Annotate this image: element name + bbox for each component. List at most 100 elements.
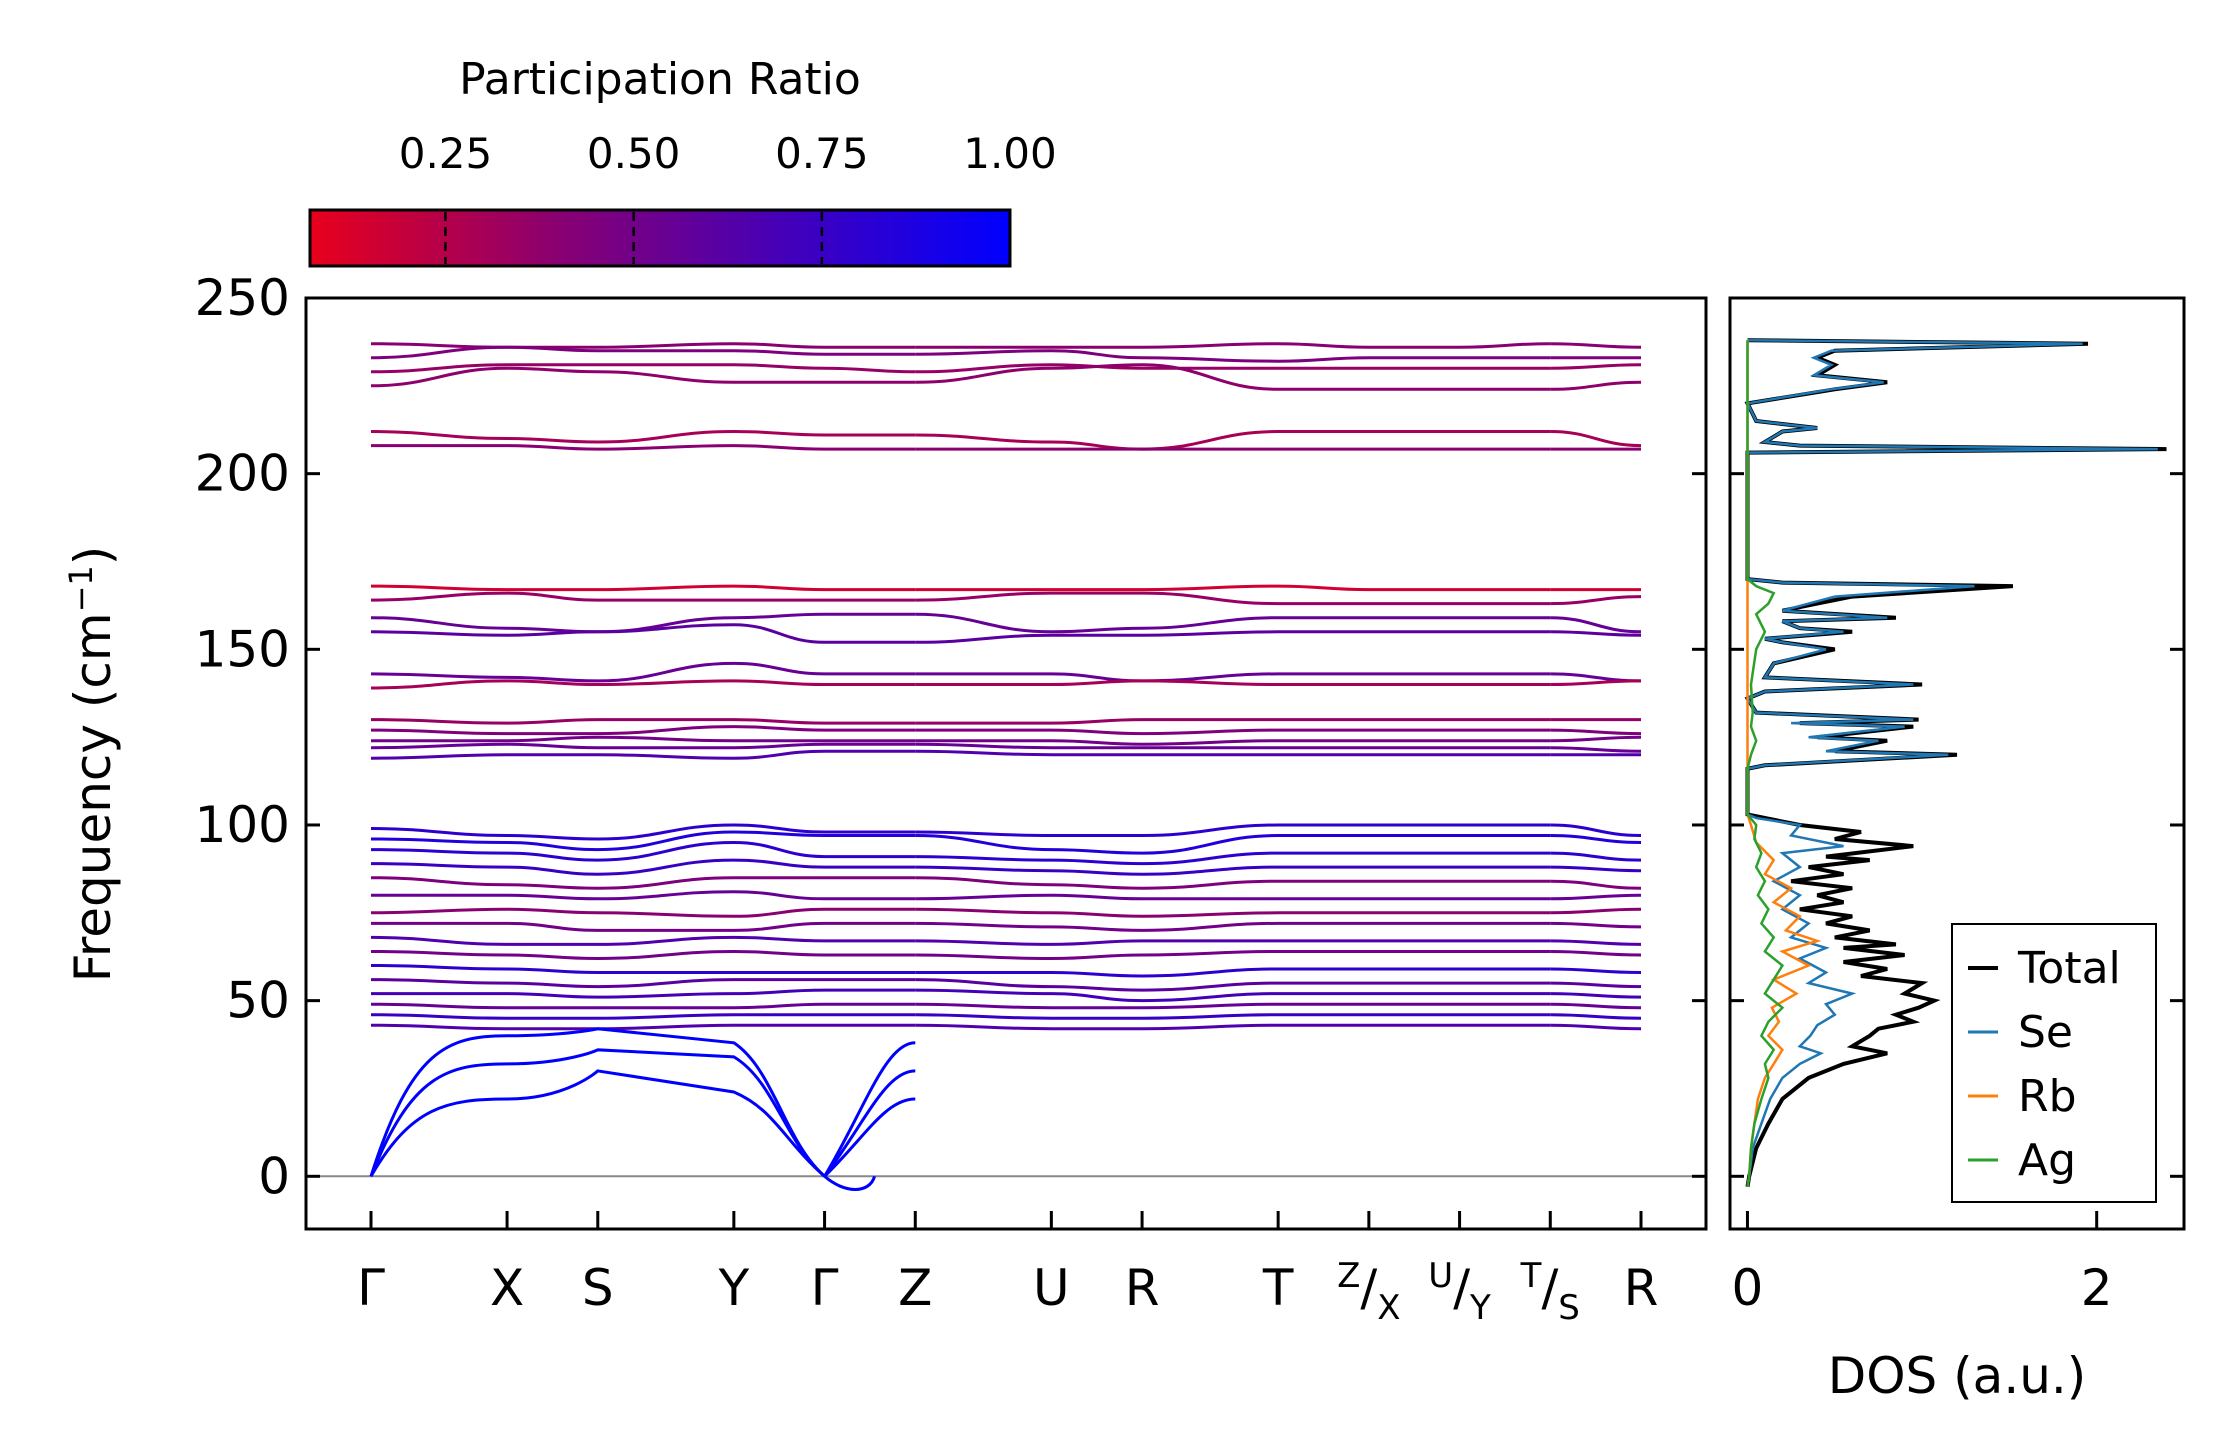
phonon-band xyxy=(1550,939,1642,946)
phonon-band xyxy=(370,907,916,918)
phonon-band xyxy=(370,342,916,349)
phonon-band xyxy=(1550,1002,1642,1010)
k-point-label: U/Y xyxy=(1428,1256,1491,1328)
phonon-band xyxy=(1550,1013,1642,1020)
phonon-band xyxy=(915,988,1551,1003)
legend-label-rb: Rb xyxy=(2018,1071,2077,1122)
phonon-band xyxy=(1550,630,1642,637)
k-label-sub: Y xyxy=(1469,1288,1491,1328)
colorbar-gradient xyxy=(308,208,1012,268)
y-tick-label: 250 xyxy=(195,269,290,327)
phonon-band xyxy=(370,890,916,901)
phonon-band xyxy=(915,342,1551,349)
phonon-band xyxy=(1550,735,1642,743)
phonon-band xyxy=(915,739,1551,746)
phonon-band xyxy=(370,840,916,862)
phonon-band xyxy=(915,851,1551,866)
colorbar-tick-label: 1.00 xyxy=(963,129,1057,178)
phonon-band xyxy=(915,865,1551,876)
acoustic-branch xyxy=(823,1069,916,1178)
phonon-band xyxy=(370,876,916,890)
band-plot-frame xyxy=(304,296,1708,1231)
phonon-band xyxy=(370,366,916,388)
phonon-band xyxy=(915,833,1551,855)
phonon-band xyxy=(370,935,916,946)
phonon-band xyxy=(915,679,1551,687)
phonon-band xyxy=(370,749,916,760)
phonon-band xyxy=(370,345,916,360)
phonon-band xyxy=(915,591,1551,606)
phonon-band xyxy=(370,591,916,602)
phonon-band xyxy=(1550,342,1642,349)
phonon-band xyxy=(370,679,916,690)
phonon-band xyxy=(1550,967,1642,974)
phonon-band xyxy=(370,823,916,841)
phonon-band xyxy=(915,1013,1551,1020)
y-tick-label: 0 xyxy=(258,1147,290,1205)
colorbar: Participation Ratio 0.25 0.50 0.75 1.00 xyxy=(308,54,1057,268)
acoustic-branch xyxy=(823,1041,916,1178)
phonon-band xyxy=(370,978,916,989)
phonon-band xyxy=(1550,992,1642,999)
k-label-main: / xyxy=(1360,1259,1377,1317)
phonon-band xyxy=(915,823,1551,838)
k-point-label: T/S xyxy=(1520,1256,1580,1328)
y-axis-label: Frequency (cm−1) xyxy=(62,546,122,983)
phonon-band xyxy=(1550,907,1642,915)
k-point-label: R xyxy=(1624,1259,1659,1317)
phonon-band xyxy=(915,1023,1551,1031)
phonon-band xyxy=(915,967,1551,978)
k-label-sup: U xyxy=(1428,1256,1453,1296)
y-tick-label: 200 xyxy=(195,445,290,503)
phonon-band xyxy=(915,876,1551,890)
phonon-band xyxy=(370,742,916,750)
phonon-band xyxy=(915,630,1551,644)
phonon-band xyxy=(915,728,1551,736)
phonon-band xyxy=(1550,679,1642,686)
phonon-band xyxy=(1550,893,1642,901)
phonon-band xyxy=(1550,363,1642,370)
colorbar-tick-label: 0.50 xyxy=(587,129,681,178)
k-point-label: Z/X xyxy=(1337,1256,1400,1328)
dos-series-ag xyxy=(1746,340,1785,1187)
phonon-band xyxy=(1550,851,1642,862)
legend: Total Se Rb Ag xyxy=(1951,923,2157,1203)
phonon-band xyxy=(1550,430,1642,448)
phonon-band xyxy=(915,907,1551,918)
dos-series-rb xyxy=(1746,340,1822,1187)
phonon-band xyxy=(370,725,916,736)
phonon-band xyxy=(915,349,1551,363)
legend-label-ag: Ag xyxy=(2018,1135,2076,1186)
phonon-band xyxy=(371,988,916,999)
dos-x-tick-label: 0 xyxy=(1732,1259,1764,1317)
acoustic-branch xyxy=(823,1097,916,1178)
phonon-band xyxy=(370,1023,916,1031)
phonon-band xyxy=(915,612,1551,634)
dos-x-axis-label: DOS (a.u.) xyxy=(1828,1347,2087,1405)
phonon-band xyxy=(370,623,916,644)
phonon-band xyxy=(370,858,916,876)
phonon-band xyxy=(371,444,916,451)
phonon-band xyxy=(915,363,1551,391)
k-point-label: Γ xyxy=(357,1259,385,1317)
phonon-band xyxy=(915,749,1551,757)
phonon-band xyxy=(1550,950,1642,957)
colorbar-label: Participation Ratio xyxy=(459,54,861,105)
phonon-band xyxy=(915,1002,1551,1010)
phonon-band xyxy=(1550,728,1642,736)
k-label-sup: T xyxy=(1520,1256,1542,1296)
k-label-sub: X xyxy=(1377,1288,1400,1328)
y-tick-label: 150 xyxy=(195,620,290,678)
phonon-band xyxy=(915,742,1551,750)
k-label-sub: S xyxy=(1558,1288,1580,1328)
acoustic-branch xyxy=(369,1027,826,1178)
k-point-label: Γ xyxy=(811,1259,839,1317)
phonon-band xyxy=(370,661,916,683)
k-point-label: Y xyxy=(718,1259,750,1317)
phonon-band xyxy=(1550,746,1642,753)
k-point-label: X xyxy=(490,1259,524,1317)
phonon-band xyxy=(915,949,1551,961)
acoustic-branch xyxy=(369,1069,826,1178)
